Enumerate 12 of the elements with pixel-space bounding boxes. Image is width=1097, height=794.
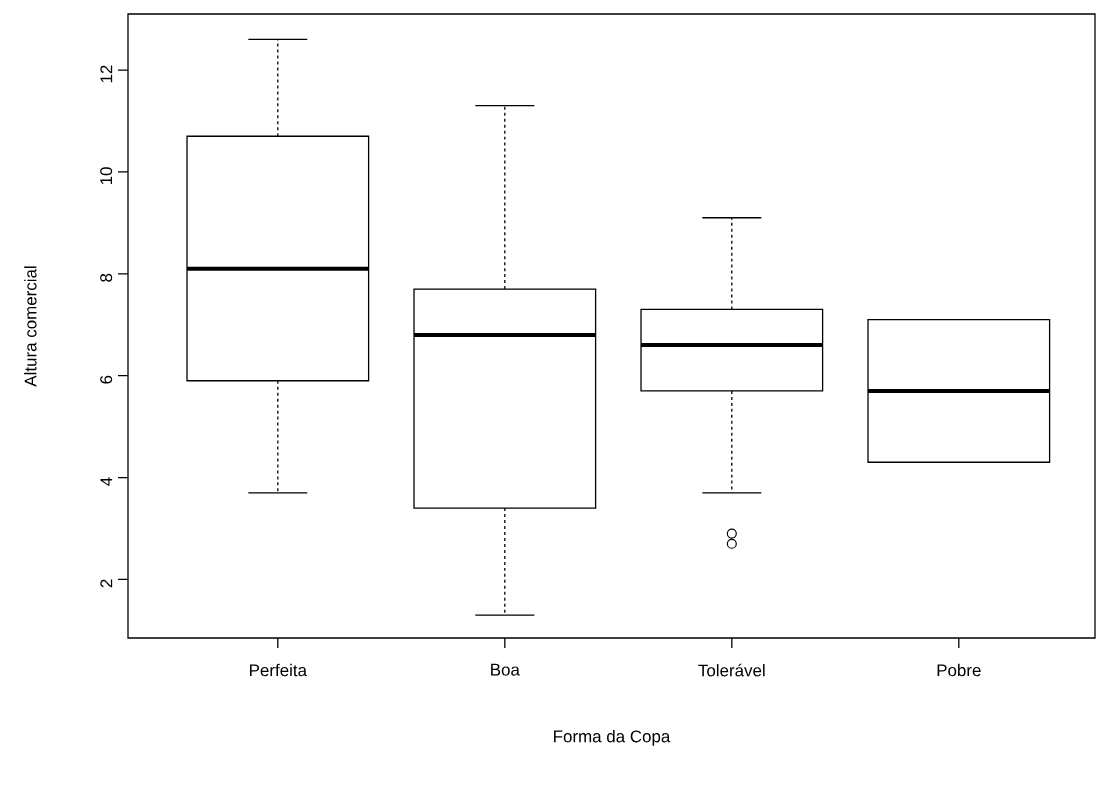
y-tick-label: 10 <box>100 167 113 185</box>
y-axis-title: Altura comercial <box>24 266 37 387</box>
x-tick-label: Tolerável <box>698 663 765 677</box>
y-tick-label: 4 <box>100 477 113 486</box>
x-axis-title: Forma da Copa <box>554 729 671 746</box>
x-tick-label: Boa <box>491 663 520 676</box>
y-tick-label: 12 <box>100 65 113 83</box>
y-tick-label: 2 <box>100 579 113 588</box>
y-tick-label: 8 <box>100 273 113 282</box>
x-tick-label: Perfeita <box>250 663 307 677</box>
y-tick-label: 6 <box>100 375 113 384</box>
x-tick-label: Pobre <box>937 663 981 677</box>
